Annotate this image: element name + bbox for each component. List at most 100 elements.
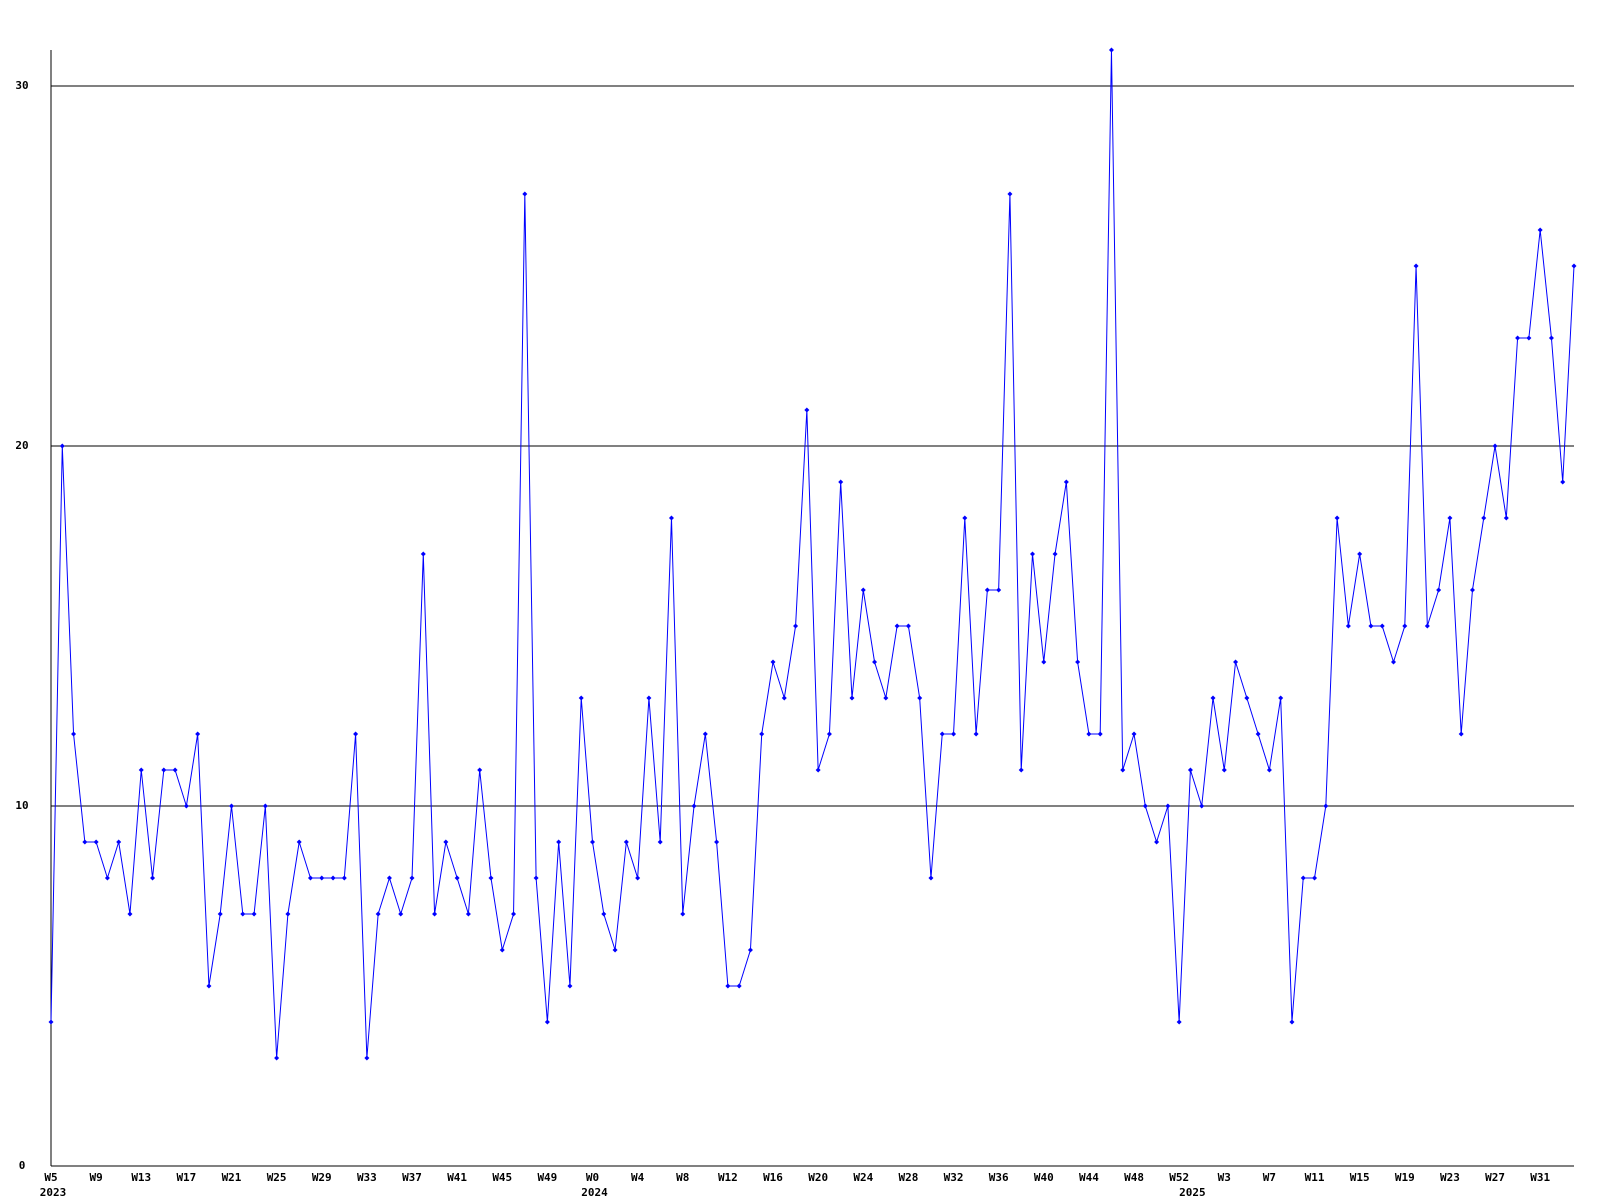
data-point [307, 875, 313, 881]
x-tick-label: W31 [1530, 1171, 1550, 1184]
data-point [1142, 803, 1148, 809]
x-tick-label: W40 [1034, 1171, 1054, 1184]
data-point [1357, 551, 1363, 557]
data-point [82, 839, 88, 845]
x-tick-label: W27 [1485, 1171, 1505, 1184]
data-point [872, 659, 878, 665]
data-point [93, 839, 99, 845]
data-point [646, 695, 652, 701]
x-tick-label: W36 [989, 1171, 1009, 1184]
data-point [522, 191, 528, 197]
data-point [341, 875, 347, 881]
data-point [973, 731, 979, 737]
data-point [1503, 515, 1509, 521]
data-point [454, 875, 460, 881]
data-point [1447, 515, 1453, 521]
data-point [1210, 695, 1216, 701]
x-tick-label: W13 [131, 1171, 151, 1184]
x-tick-label: W52 [1169, 1171, 1189, 1184]
data-point [714, 839, 720, 845]
data-point [420, 551, 426, 557]
x-tick-label: W37 [402, 1171, 422, 1184]
x-tick-label: W28 [898, 1171, 918, 1184]
data-point [195, 731, 201, 737]
data-point [71, 731, 77, 737]
data-point [984, 587, 990, 593]
data-point [59, 443, 65, 449]
data-point [1131, 731, 1137, 737]
x-tick-label: W5 [44, 1171, 57, 1184]
data-point [229, 803, 235, 809]
data-point [499, 947, 505, 953]
data-point [1018, 767, 1024, 773]
data-point [781, 695, 787, 701]
data-point [657, 839, 663, 845]
x-tick-label: W32 [944, 1171, 964, 1184]
data-point [1007, 191, 1013, 197]
data-point [183, 803, 189, 809]
data-point [1402, 623, 1408, 629]
data-point [578, 695, 584, 701]
x-tick-label: W3 [1218, 1171, 1231, 1184]
y-tick-label: 10 [15, 799, 28, 812]
data-point [612, 947, 618, 953]
data-point [567, 983, 573, 989]
data-point [511, 911, 517, 917]
data-point [815, 767, 821, 773]
data-point [240, 911, 246, 917]
data-point [1176, 1019, 1182, 1025]
data-point [409, 875, 415, 881]
data-point [1458, 731, 1464, 737]
data-point [770, 659, 776, 665]
data-point [556, 839, 562, 845]
data-point [48, 1019, 54, 1025]
data-point [1097, 731, 1103, 737]
data-point [860, 587, 866, 593]
x-tick-label: W33 [357, 1171, 377, 1184]
data-point [1368, 623, 1374, 629]
x-tick-label: W49 [537, 1171, 557, 1184]
data-point [1108, 47, 1114, 53]
data-point [544, 1019, 550, 1025]
data-point [1086, 731, 1092, 737]
data-point [217, 911, 223, 917]
data-point [1413, 263, 1419, 269]
data-point [138, 767, 144, 773]
x-tick-label: W44 [1079, 1171, 1099, 1184]
data-point [962, 515, 968, 521]
y-tick-label: 20 [15, 439, 28, 452]
data-point [251, 911, 257, 917]
data-point [206, 983, 212, 989]
data-point [1221, 767, 1227, 773]
data-point [849, 695, 855, 701]
x-tick-label: W41 [447, 1171, 467, 1184]
data-point [1323, 803, 1329, 809]
x-tick-label: W12 [718, 1171, 738, 1184]
data-point [1300, 875, 1306, 881]
data-point [1345, 623, 1351, 629]
data-point [319, 875, 325, 881]
data-point [736, 983, 742, 989]
data-point [477, 767, 483, 773]
data-point [1244, 695, 1250, 701]
x-tick-label: W8 [676, 1171, 689, 1184]
data-point [1492, 443, 1498, 449]
data-point [1436, 587, 1442, 593]
data-point [353, 731, 359, 737]
data-point [793, 623, 799, 629]
y-tick-label: 0 [19, 1159, 26, 1172]
x-tick-label: W19 [1395, 1171, 1415, 1184]
data-point [691, 803, 697, 809]
x-tick-label: W29 [312, 1171, 332, 1184]
data-point [398, 911, 404, 917]
data-point [364, 1055, 370, 1061]
data-point [1571, 263, 1577, 269]
data-point [905, 623, 911, 629]
data-point [1526, 335, 1532, 341]
data-point [1481, 515, 1487, 521]
data-point [826, 731, 832, 737]
data-point [443, 839, 449, 845]
data-point [1075, 659, 1081, 665]
x-year-label: 2025 [1179, 1186, 1206, 1199]
data-point [996, 587, 1002, 593]
